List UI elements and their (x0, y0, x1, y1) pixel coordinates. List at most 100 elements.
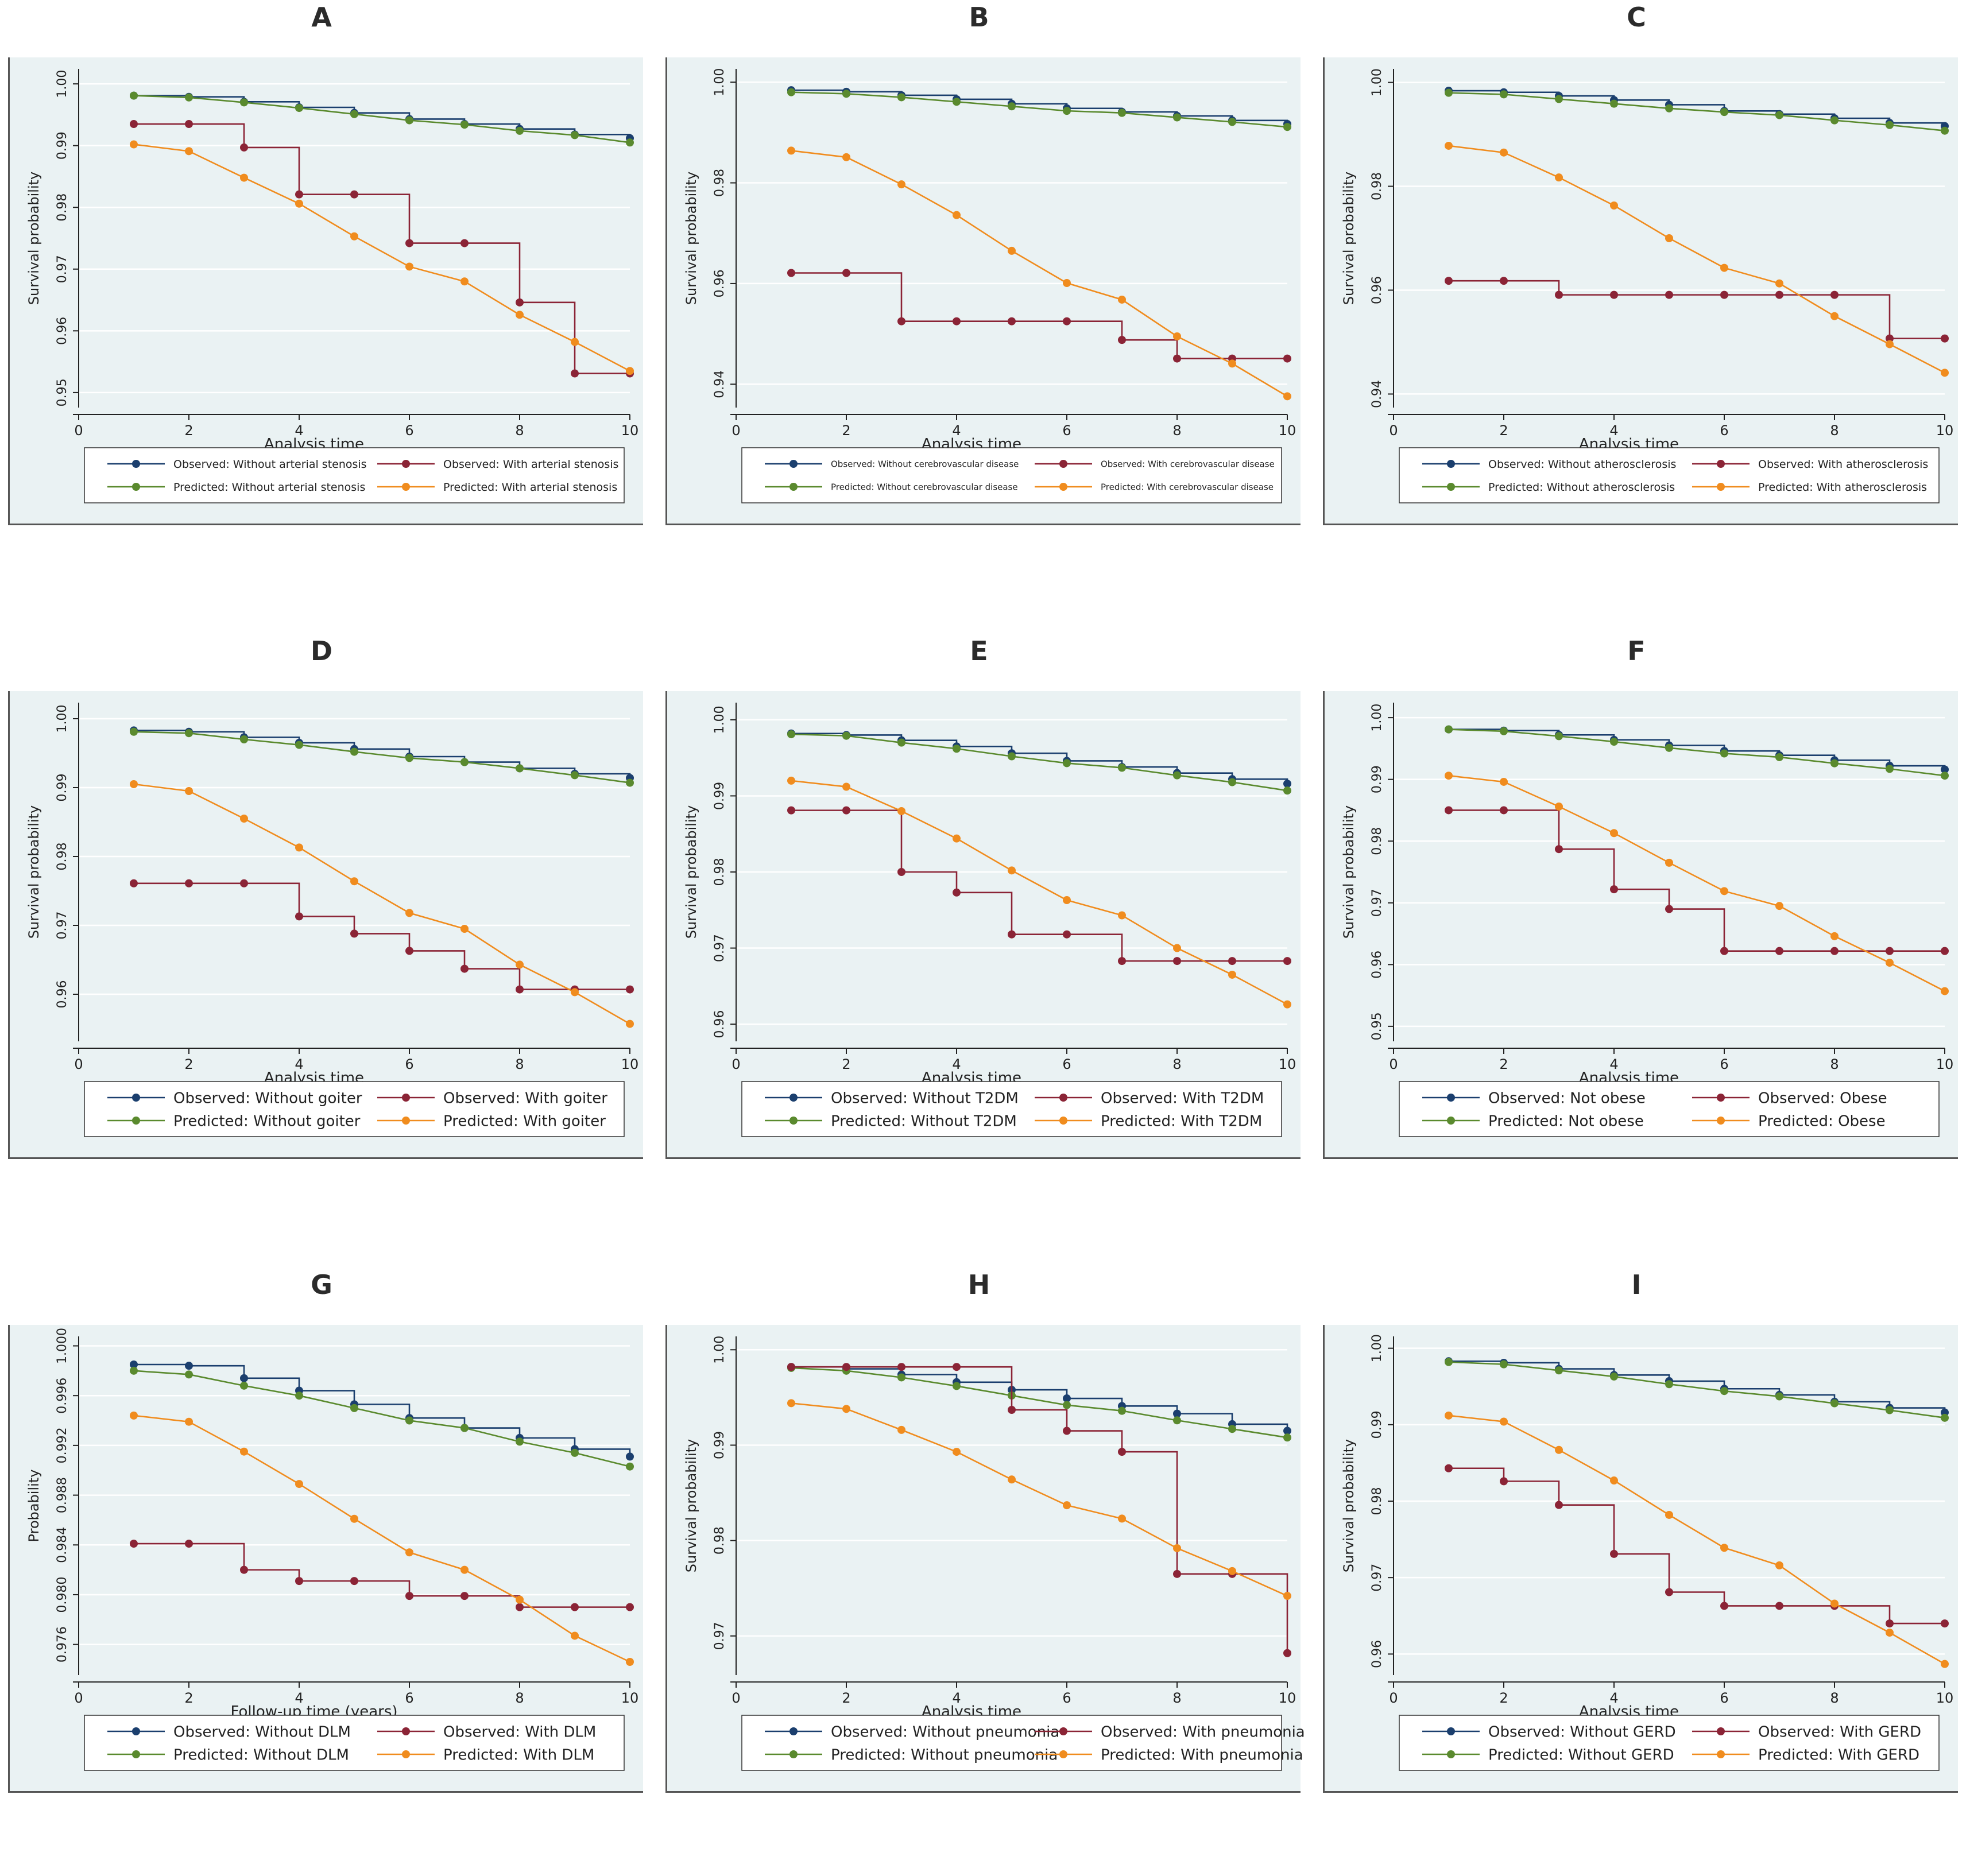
data-point (350, 110, 358, 118)
data-point (842, 731, 850, 740)
data-point (1173, 957, 1181, 966)
data-point (1173, 332, 1181, 340)
x-tick-label: 4 (295, 1690, 303, 1706)
y-axis-label: Survival probability (26, 172, 42, 305)
data-point (185, 1370, 193, 1379)
series-line (791, 272, 1287, 359)
x-tick-label: 2 (184, 423, 193, 439)
data-point (626, 985, 634, 994)
data-point (1118, 763, 1126, 772)
legend-label: Predicted: Without goiter (173, 1113, 361, 1130)
data-point (130, 879, 138, 887)
legend-marker (1717, 1750, 1725, 1758)
legend (1399, 1715, 1940, 1771)
series-line (133, 783, 630, 1025)
legend-marker (402, 1094, 410, 1102)
data-point (1008, 930, 1016, 939)
legend (84, 447, 625, 503)
data-point (1118, 911, 1126, 920)
legend-label: Predicted: With pneumonia (1101, 1746, 1303, 1763)
x-tick-label: 2 (184, 1056, 193, 1072)
y-tick-label: 0.98 (55, 193, 69, 222)
data-point (130, 1411, 138, 1420)
data-point (1500, 1417, 1508, 1426)
x-tick-label: 8 (1830, 423, 1839, 439)
data-point (1063, 1401, 1071, 1409)
y-tick-label: 0.99 (55, 774, 69, 802)
plot-area: 0.96 0.97 0.98 0.99 1.00 Survival probability… (665, 691, 1301, 1159)
legend-marker (132, 460, 140, 468)
data-point (897, 93, 905, 102)
data-point (405, 947, 413, 955)
y-tick-label: 1.00 (55, 70, 69, 98)
data-point (1720, 1602, 1728, 1610)
data-point (350, 1404, 358, 1412)
data-point (1063, 1501, 1071, 1510)
data-point (295, 1480, 303, 1489)
legend-label: Observed: Without GERD (1488, 1723, 1676, 1741)
legend-marker (1059, 1117, 1067, 1125)
data-point (295, 912, 303, 921)
data-point (897, 1425, 905, 1434)
panel-e: E 0.96 0.97 0.98 0.99 1.00 Survival probabilit… (657, 634, 1301, 1242)
y-tick-label: 1.00 (713, 68, 727, 96)
data-point (897, 1363, 905, 1371)
series-line (134, 1542, 630, 1608)
data-point (1941, 772, 1949, 780)
x-tick-label: 2 (1499, 1056, 1508, 1072)
series-line (1449, 280, 1945, 339)
y-tick-label: 1.000 (55, 1328, 69, 1364)
y-axis-label: Survival probability (1341, 1439, 1357, 1572)
x-tick-label: 0 (74, 1056, 83, 1072)
y-tick-label: 0.94 (1370, 380, 1384, 408)
y-axis-label: Survival probability (1341, 805, 1357, 939)
data-point (1283, 354, 1291, 363)
legend-marker (132, 483, 140, 491)
legend-label: Predicted: Without T2DM (831, 1113, 1017, 1130)
y-tick-label: 0.97 (1370, 889, 1384, 917)
data-point (1555, 95, 1563, 103)
data-point (1941, 1660, 1949, 1668)
data-point (897, 1373, 905, 1382)
data-point (1555, 803, 1563, 811)
data-point (1228, 359, 1236, 368)
data-point (460, 239, 469, 247)
x-tick-label: 6 (405, 423, 413, 439)
data-point (1720, 1387, 1728, 1396)
data-point (405, 1416, 413, 1425)
data-point (1775, 1602, 1783, 1610)
data-point (240, 1374, 248, 1382)
legend (741, 1081, 1282, 1137)
data-point (350, 929, 358, 938)
data-point (897, 180, 905, 189)
data-point (1063, 1427, 1071, 1435)
data-point (1830, 759, 1839, 768)
legend-label: Predicted: Without arterial stenosis (173, 481, 365, 494)
panel-a: A 0.95 0.96 0.97 0.98 0.99 1.00 Survival probab… (0, 0, 643, 608)
legend-label: Observed: Without goiter (173, 1090, 362, 1107)
data-point (1665, 858, 1673, 867)
data-point (571, 1603, 579, 1611)
chart-svg: 0.97 0.98 0.99 1.00 Survival probability 0 2 4 6… (683, 1336, 1305, 1771)
legend-label: Observed: With DLM (443, 1723, 596, 1741)
data-point (1720, 887, 1728, 896)
series-line (1448, 774, 1945, 992)
data-point (130, 1361, 138, 1369)
legend-marker (402, 460, 410, 468)
data-point (130, 1540, 138, 1548)
y-tick-label: 0.99 (55, 131, 69, 160)
data-point (185, 147, 193, 156)
legend-label: Predicted: With cerebrovascular disease (1101, 482, 1274, 492)
data-point (185, 1362, 193, 1370)
data-point (185, 120, 193, 129)
y-tick-label: 0.95 (55, 378, 69, 406)
panel-title: B (969, 2, 989, 33)
data-point (1610, 885, 1618, 894)
data-point (240, 879, 248, 887)
x-tick-label: 0 (74, 1690, 83, 1706)
y-axis-label: Probability (26, 1470, 42, 1542)
data-point (460, 758, 469, 766)
panel-title: E (970, 635, 988, 666)
legend-marker (789, 460, 798, 468)
data-point (1500, 1477, 1508, 1486)
